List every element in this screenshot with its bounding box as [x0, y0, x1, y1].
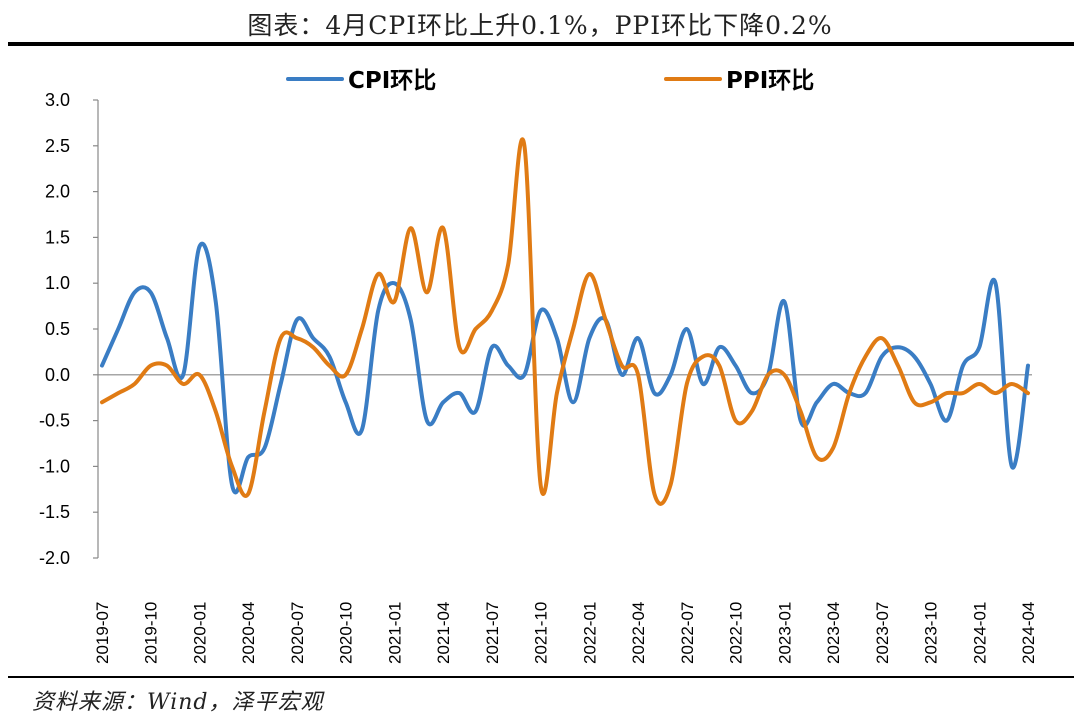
x-tick-label: 2023-07: [873, 602, 892, 664]
x-tick-label: 2023-04: [824, 602, 843, 664]
y-tick-label: 0.5: [45, 319, 70, 339]
legend-label: PPI环比: [726, 68, 814, 94]
y-axis: 3.0 2.5 2.0 1.5 1.0 0.5 0.0 -0.5 -1.0 -1.5 -2.0: [39, 90, 99, 568]
y-tick-label: 2.0: [45, 182, 70, 202]
y-tick-label: 3.0: [45, 90, 70, 110]
y-tick-label: -1.5: [39, 502, 70, 522]
x-tick-label: 2023-10: [922, 602, 941, 664]
x-tick-label: 2020-07: [288, 602, 307, 664]
x-tick-label: 2024-04: [1019, 602, 1038, 664]
y-tick-label: 0.0: [45, 365, 70, 385]
x-axis: 2019-07 2019-10 2020-01 2020-04 2020-07 2020-…: [93, 374, 1038, 664]
y-tick-label: -1.0: [39, 456, 70, 476]
x-tick-label: 2022-04: [629, 602, 648, 664]
x-tick-label: 2020-04: [239, 602, 258, 664]
title-underline: [8, 42, 1074, 46]
y-tick-label: -0.5: [39, 411, 70, 431]
x-tick-label: 2019-10: [142, 602, 161, 664]
y-tick-label: 1.0: [45, 273, 70, 293]
chart-legend: CPI环比 PPI环比: [286, 68, 814, 94]
footer-rule: [8, 676, 1074, 678]
x-tick-label: 2020-10: [337, 602, 356, 664]
x-tick-label: 2019-07: [93, 602, 112, 664]
legend-label: CPI环比: [348, 68, 436, 94]
x-tick-label: 2022-01: [580, 602, 599, 664]
x-tick-label: 2022-07: [678, 602, 697, 664]
x-tick-label: 2024-01: [970, 602, 989, 664]
series-layer: [100, 137, 1030, 506]
x-tick-label: 2022-10: [727, 602, 746, 664]
x-tick-label: 2021-10: [532, 602, 551, 664]
source-note: 资料来源：Wind，泽平宏观: [32, 690, 324, 715]
y-tick-label: -2.0: [39, 548, 70, 568]
series-line-ppi: [100, 137, 1030, 506]
line-chart: CPI环比 PPI环比 3.0 2.5 2.0 1.5 1.0 0.5 0.0 -0.5 -1.0…: [39, 68, 1038, 664]
x-tick-label: 2021-01: [385, 602, 404, 664]
x-tick-label: 2023-01: [775, 602, 794, 664]
figure-title: 图表：4月CPI环比上升0.1%，PPI环比下降0.2%: [247, 11, 833, 40]
x-tick-label: 2021-07: [483, 602, 502, 664]
y-tick-label: 1.5: [45, 227, 70, 247]
series-line-cpi: [100, 241, 1030, 495]
x-tick-label: 2021-04: [434, 602, 453, 664]
y-tick-label: 2.5: [45, 136, 70, 156]
x-tick-label: 2020-01: [190, 602, 209, 664]
